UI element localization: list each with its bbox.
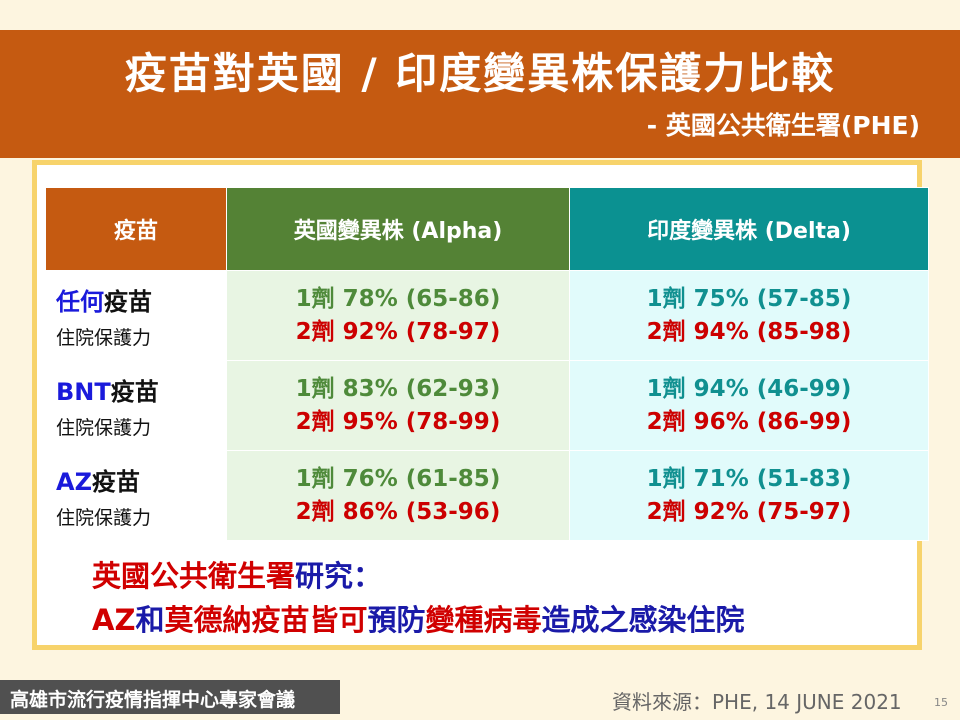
conclusion-part: 和 xyxy=(135,603,165,637)
content-card: 疫苗 英國變異株 (Alpha) 印度變異株 (Delta) 任何疫苗 住院保護… xyxy=(32,160,929,650)
vaccine-name-suffix: 疫苗 xyxy=(104,287,152,316)
alpha-cell: 1劑 78% (65-86) 2劑 92% (78-97) xyxy=(226,270,570,361)
footer-org-box: 高雄市流行疫情指揮中心專家會議 xyxy=(0,680,340,714)
delta-dose1: 1劑 94% (46-99) xyxy=(646,375,852,402)
conclusion-study: 研究： xyxy=(295,559,383,593)
table-row: 任何疫苗 住院保護力 1劑 78% (65-86) 2劑 92% (78-97)… xyxy=(45,270,929,361)
alpha-dose2: 2劑 86% (53-96) xyxy=(295,498,501,525)
conclusion-line-2: AZ和莫德納疫苗皆可預防變種病毒造成之感染住院 xyxy=(92,597,745,639)
vaccine-name-suffix: 疫苗 xyxy=(110,377,159,406)
page-title: 疫苗對英國 / 印度變異株保護力比較 xyxy=(124,49,836,98)
vaccine-name-highlight: 任何 xyxy=(56,287,104,316)
header-alpha: 英國變異株 (Alpha) xyxy=(226,187,570,271)
delta-cell: 1劑 75% (57-85) 2劑 94% (85-98) xyxy=(569,270,929,361)
alpha-cell: 1劑 76% (61-85) 2劑 86% (53-96) xyxy=(226,450,570,541)
table-row: AZ疫苗 住院保護力 1劑 76% (61-85) 2劑 86% (53-96)… xyxy=(45,450,929,541)
conclusion-part: AZ xyxy=(92,603,136,637)
delta-dose2: 2劑 96% (86-99) xyxy=(646,408,852,435)
delta-dose2: 2劑 92% (75-97) xyxy=(646,498,852,525)
header-delta: 印度變異株 (Delta) xyxy=(569,187,929,271)
alpha-cell: 1劑 83% (62-93) 2劑 95% (78-99) xyxy=(226,360,570,451)
table-row: BNT疫苗 住院保護力 1劑 83% (62-93) 2劑 95% (78-99… xyxy=(45,360,929,451)
page-number: 15 xyxy=(934,696,948,709)
alpha-dose1: 1劑 76% (61-85) xyxy=(295,465,501,492)
conclusion-org: 英國公共衛生署 xyxy=(92,559,296,593)
vaccine-name: 任何疫苗 xyxy=(56,282,226,317)
alpha-dose2: 2劑 92% (78-97) xyxy=(295,318,501,345)
alpha-dose1: 1劑 78% (65-86) xyxy=(295,285,501,312)
vaccine-metric: 住院保護力 xyxy=(56,326,152,349)
vaccine-name-highlight: BNT xyxy=(56,377,111,406)
vaccine-name-suffix: 疫苗 xyxy=(91,467,140,496)
source-citation: 資料來源：PHE, 14 JUNE 2021 xyxy=(612,690,902,714)
row-label: AZ疫苗 住院保護力 xyxy=(45,450,227,541)
conclusion-part: 預防 xyxy=(367,603,426,637)
vaccine-comparison-table: 疫苗 英國變異株 (Alpha) 印度變異株 (Delta) 任何疫苗 住院保護… xyxy=(45,187,929,541)
table-header-row: 疫苗 英國變異株 (Alpha) 印度變異株 (Delta) xyxy=(45,187,929,271)
conclusion-part: 莫德納疫苗皆可 xyxy=(164,603,368,637)
vaccine-name: AZ疫苗 xyxy=(56,462,226,497)
delta-cell: 1劑 71% (51-83) 2劑 92% (75-97) xyxy=(569,450,929,541)
header-vaccine: 疫苗 xyxy=(45,187,227,271)
conclusion-part: 變種病毒 xyxy=(425,603,542,637)
alpha-dose2: 2劑 95% (78-99) xyxy=(295,408,501,435)
footer-org: 高雄市流行疫情指揮中心專家會議 xyxy=(10,689,296,711)
delta-cell: 1劑 94% (46-99) 2劑 96% (86-99) xyxy=(569,360,929,451)
delta-dose2: 2劑 94% (85-98) xyxy=(646,318,852,345)
conclusion-line-1: 英國公共衛生署研究： xyxy=(92,553,382,595)
vaccine-metric: 住院保護力 xyxy=(56,506,152,529)
delta-dose1: 1劑 71% (51-83) xyxy=(646,465,852,492)
vaccine-metric: 住院保護力 xyxy=(56,416,152,439)
row-label: 任何疫苗 住院保護力 xyxy=(45,270,227,361)
title-banner: 疫苗對英國 / 印度變異株保護力比較 - 英國公共衛生署(PHE) xyxy=(0,30,960,158)
vaccine-name-highlight: AZ xyxy=(56,467,92,496)
vaccine-name: BNT疫苗 xyxy=(56,372,226,407)
row-label: BNT疫苗 住院保護力 xyxy=(45,360,227,451)
page-subtitle: - 英國公共衛生署(PHE) xyxy=(646,111,920,140)
alpha-dose1: 1劑 83% (62-93) xyxy=(295,375,501,402)
conclusion-part: 造成之感染住院 xyxy=(541,603,745,637)
delta-dose1: 1劑 75% (57-85) xyxy=(646,285,852,312)
